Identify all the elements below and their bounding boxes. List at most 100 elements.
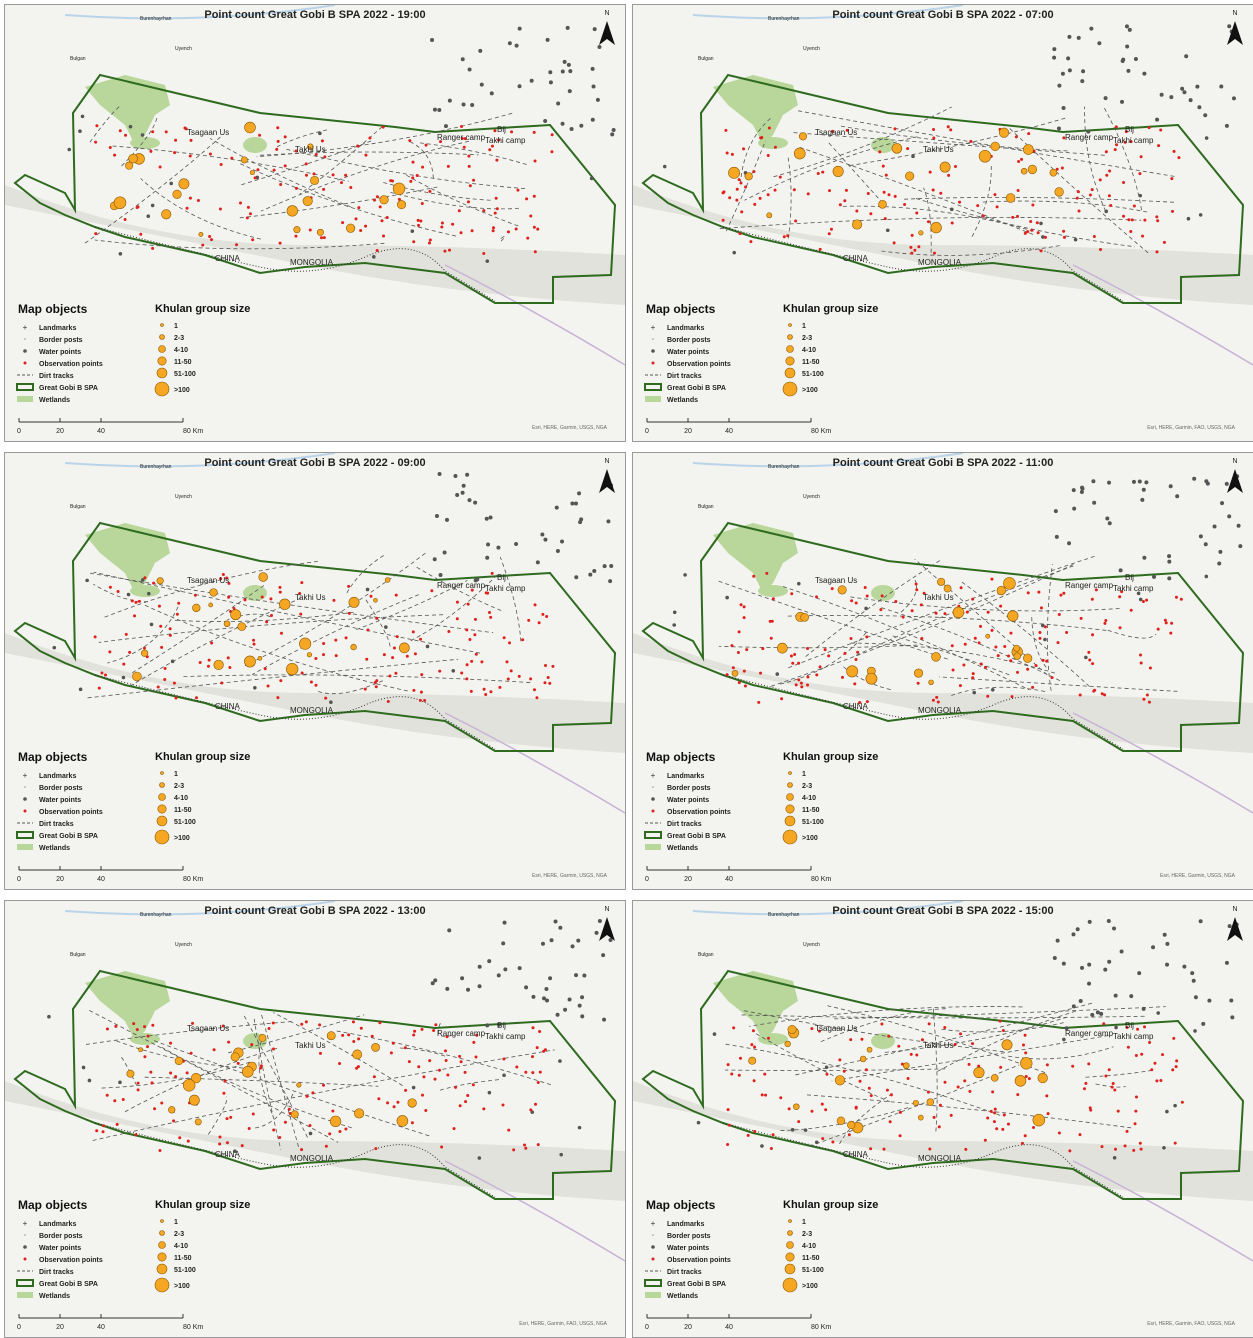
water-point xyxy=(309,1132,313,1136)
observation-point xyxy=(859,1080,862,1083)
water-point xyxy=(1097,41,1101,45)
observation-point xyxy=(228,666,231,669)
water-point xyxy=(556,1013,560,1017)
map-panel: Tsagaan UsTakhi UsRanger campBijTakhi ca… xyxy=(632,4,1253,442)
observation-point xyxy=(964,643,967,646)
legend-symbol xyxy=(17,844,33,850)
place-label: CHINA xyxy=(215,702,241,711)
observation-point xyxy=(533,131,536,134)
water-point xyxy=(490,91,494,95)
observation-point xyxy=(261,596,264,599)
observation-point xyxy=(779,176,782,179)
water-point xyxy=(580,1014,584,1018)
observation-point xyxy=(759,197,762,200)
water-point xyxy=(1203,113,1207,117)
water-point xyxy=(119,252,123,256)
water-point xyxy=(460,976,464,980)
observation-point xyxy=(468,638,471,641)
khulan-group xyxy=(1008,611,1019,622)
dirt-track xyxy=(130,598,301,686)
observation-point xyxy=(434,1023,437,1026)
observation-point xyxy=(472,1083,475,1086)
north-label: N xyxy=(1232,10,1237,17)
dirt-track xyxy=(980,201,1147,212)
khulan-group xyxy=(799,133,806,140)
place-label: Takhi Us xyxy=(295,145,326,154)
observation-point xyxy=(489,690,492,693)
water-point xyxy=(455,493,459,497)
water-point xyxy=(1182,90,1186,94)
observation-point xyxy=(411,1121,414,1124)
water-point xyxy=(815,1140,819,1144)
water-point xyxy=(503,921,507,925)
khulan-group xyxy=(294,226,300,232)
observation-point xyxy=(267,685,270,688)
observation-point xyxy=(739,1057,742,1060)
observation-point xyxy=(475,653,478,656)
observation-point xyxy=(305,1095,308,1098)
attribution: Esri, HERE, Garmin, USGS, NGA xyxy=(532,425,608,431)
observation-point xyxy=(911,234,914,237)
water-point xyxy=(1138,194,1142,198)
khulan-group xyxy=(801,613,809,621)
observation-point xyxy=(1058,613,1061,616)
observation-point xyxy=(125,633,128,636)
observation-point xyxy=(1159,1079,1162,1082)
water-point xyxy=(561,70,565,74)
observation-point xyxy=(187,1140,190,1143)
water-point xyxy=(577,491,581,495)
observation-point xyxy=(736,188,739,191)
observation-point xyxy=(352,1040,355,1043)
observation-point xyxy=(230,157,233,160)
observation-point xyxy=(991,1090,994,1093)
observation-point xyxy=(1059,594,1062,597)
observation-point xyxy=(470,690,473,693)
water-point xyxy=(518,966,522,970)
observation-point xyxy=(467,200,470,203)
observation-point xyxy=(106,1027,109,1030)
observation-point xyxy=(153,1107,156,1110)
map-panel: Tsagaan UsTakhi UsRanger campBijTakhi ca… xyxy=(632,452,1253,890)
water-point xyxy=(1129,994,1133,998)
water-point xyxy=(451,669,455,673)
legend-item: Dirt tracks xyxy=(39,1269,74,1276)
water-point xyxy=(79,688,83,692)
observation-point xyxy=(395,594,398,597)
water-point xyxy=(1114,994,1118,998)
khulan-group xyxy=(847,666,858,677)
observation-point xyxy=(521,638,524,641)
observation-point xyxy=(790,654,793,657)
observation-point xyxy=(314,684,317,687)
observation-point xyxy=(932,137,935,140)
observation-point xyxy=(993,193,996,196)
legend-symbol xyxy=(787,1242,794,1249)
map-grid: Tsagaan UsTakhi UsRanger campBijTakhi ca… xyxy=(0,0,1253,1334)
observation-point xyxy=(465,628,468,631)
observation-point xyxy=(344,1128,347,1131)
legend-item: Border posts xyxy=(39,1233,83,1240)
observation-point xyxy=(1155,215,1158,218)
observation-point xyxy=(990,1110,993,1113)
khulan-group xyxy=(1003,577,1015,589)
observation-point xyxy=(531,1055,534,1058)
place-label: Uyench xyxy=(175,942,192,948)
legend-item: 1 xyxy=(802,323,806,330)
observation-point xyxy=(364,225,367,228)
observation-point xyxy=(122,1098,125,1101)
place-label: Ranger camp xyxy=(437,581,486,590)
observation-point xyxy=(174,1075,177,1078)
water-point xyxy=(1072,507,1076,511)
observation-point xyxy=(334,639,337,642)
khulan-group xyxy=(913,1100,918,1105)
observation-point xyxy=(248,1127,251,1130)
observation-point xyxy=(1136,1028,1139,1031)
observation-point xyxy=(208,659,211,662)
observation-point xyxy=(738,630,741,633)
scale-label: 40 xyxy=(97,428,105,435)
observation-point xyxy=(420,673,423,676)
water-point xyxy=(1053,956,1057,960)
legend-title: Khulan group size xyxy=(783,303,878,315)
observation-point xyxy=(272,1048,275,1051)
water-point xyxy=(118,1081,122,1085)
